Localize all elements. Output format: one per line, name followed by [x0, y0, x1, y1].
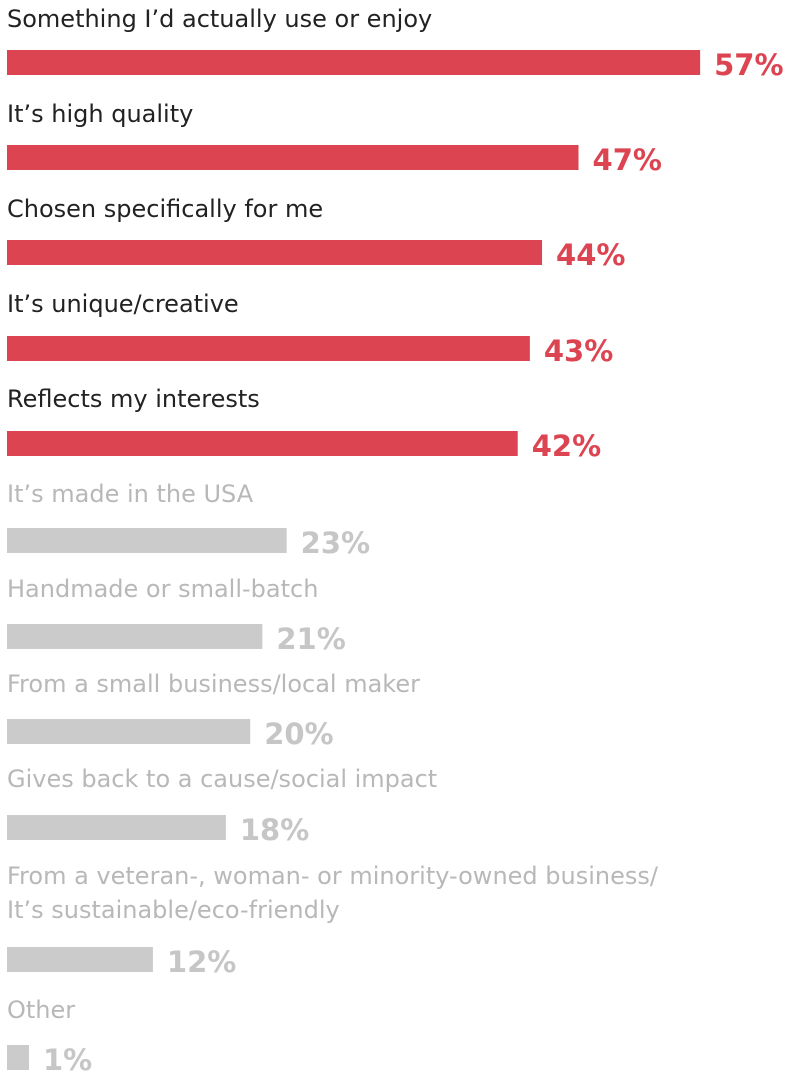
category-label: Other — [7, 996, 75, 1024]
value-label: 23% — [301, 526, 370, 560]
value-label: 1% — [43, 1043, 92, 1077]
bar — [7, 719, 251, 744]
bar — [7, 528, 287, 553]
value-label: 20% — [264, 717, 333, 751]
value-label: 44% — [556, 238, 625, 272]
category-label: It’s high quality — [7, 100, 193, 128]
value-label: 21% — [276, 622, 345, 656]
bar — [7, 336, 530, 361]
bar — [7, 815, 226, 840]
value-label: 42% — [532, 429, 601, 463]
bar — [7, 1045, 29, 1070]
category-label: Something I’d actually use or enjoy — [7, 5, 432, 33]
bar — [7, 240, 543, 265]
category-label: From a small business/local maker — [7, 670, 420, 698]
bar — [7, 431, 518, 456]
value-label: 12% — [167, 945, 236, 979]
value-label: 57% — [714, 48, 783, 82]
category-label: It’s made in the USA — [7, 480, 254, 508]
value-label: 18% — [240, 813, 309, 847]
bar — [7, 624, 263, 649]
category-label: From a veteran-, woman- or minority-owne… — [7, 862, 659, 924]
bar — [7, 50, 701, 75]
category-label: Gives back to a cause/social impact — [7, 765, 437, 793]
bar — [7, 145, 579, 170]
category-label: Reflects my interests — [7, 385, 260, 413]
bar — [7, 947, 153, 972]
category-label: It’s unique/creative — [7, 290, 239, 318]
value-label: 43% — [544, 334, 613, 368]
value-label: 47% — [593, 143, 662, 177]
category-label: Handmade or small-batch — [7, 575, 318, 603]
category-label: Chosen specifically for me — [7, 195, 323, 223]
